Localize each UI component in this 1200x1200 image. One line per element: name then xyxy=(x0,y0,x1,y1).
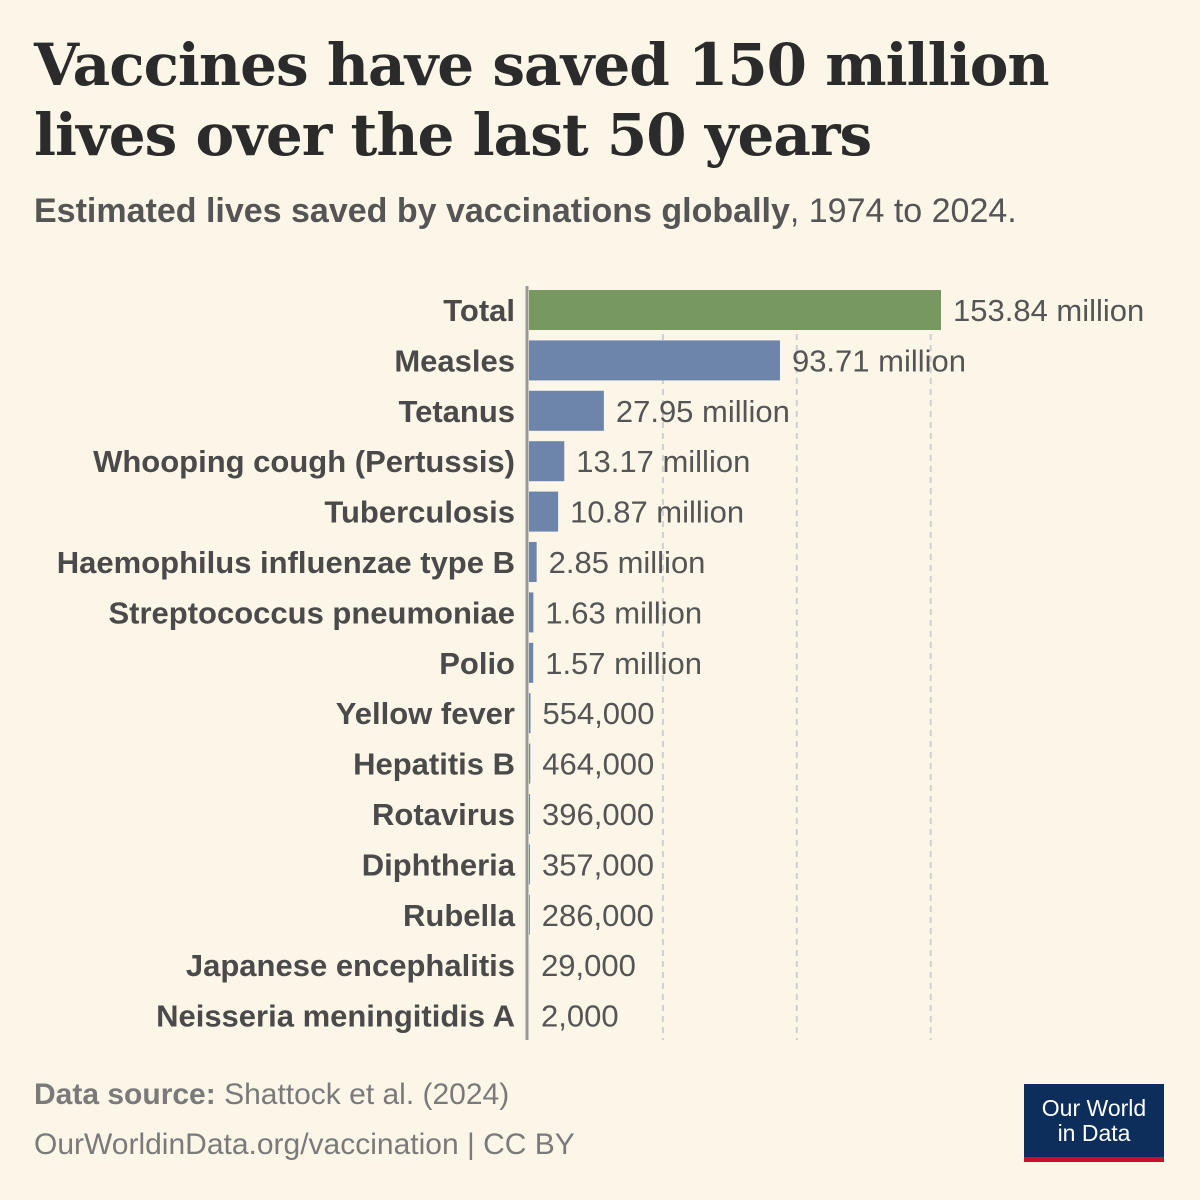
category-label-8: Yellow fever xyxy=(336,696,515,731)
logo-line-1: Our World xyxy=(1041,1094,1147,1121)
category-label-5: Haemophilus influenzae type B xyxy=(57,545,515,580)
value-label-9: 464,000 xyxy=(542,747,654,782)
bar-6[interactable] xyxy=(529,592,534,633)
category-label-7: Polio xyxy=(439,646,515,681)
data-source-label: Data source: xyxy=(34,1078,216,1111)
value-label-6: 1.63 million xyxy=(545,595,702,630)
bar-0[interactable] xyxy=(529,290,941,330)
category-label-13: Japanese encephalitis xyxy=(186,948,515,983)
value-label-7: 1.57 million xyxy=(545,646,702,681)
value-label-0: 153.84 million xyxy=(953,293,1144,328)
bar-12[interactable] xyxy=(529,894,530,935)
chart-subtitle: Estimated lives saved by vaccinations gl… xyxy=(34,192,1174,231)
category-label-3: Whooping cough (Pertussis) xyxy=(93,444,515,479)
bar-11[interactable] xyxy=(529,844,530,885)
bar-chart: Total 153.84 million Measles 93.71 million T… xyxy=(57,286,1144,1040)
category-label-4: Tuberculosis xyxy=(324,495,515,530)
value-label-5: 2.85 million xyxy=(549,545,706,580)
data-source-text: Shattock et al. (2024) xyxy=(215,1078,510,1111)
bar-3[interactable] xyxy=(529,441,565,482)
data-source: Data source: Shattock et al. (2024) xyxy=(34,1078,509,1112)
bar-8[interactable] xyxy=(529,693,531,734)
value-label-2: 27.95 million xyxy=(616,394,790,429)
bar-5[interactable] xyxy=(529,542,537,582)
category-label-2: Tetanus xyxy=(398,394,515,429)
category-label-0: Total xyxy=(443,293,515,328)
bar-1[interactable] xyxy=(529,340,780,381)
category-label-9: Hepatitis B xyxy=(353,747,515,782)
category-label-1: Measles xyxy=(394,343,515,378)
bar-2[interactable] xyxy=(529,390,604,431)
value-label-10: 396,000 xyxy=(542,797,654,832)
logo-line-2: in Data xyxy=(1057,1119,1131,1146)
footer-url-license[interactable]: OurWorldinData.org/vaccination | CC BY xyxy=(34,1128,575,1161)
bar-4[interactable] xyxy=(529,491,559,532)
category-label-12: Rubella xyxy=(403,898,516,933)
value-label-4: 10.87 million xyxy=(570,495,744,530)
bar-7[interactable] xyxy=(529,642,534,683)
bar-10[interactable] xyxy=(529,794,531,834)
value-label-13: 29,000 xyxy=(541,948,636,983)
value-label-14: 2,000 xyxy=(541,999,619,1034)
value-label-1: 93.71 million xyxy=(792,343,966,378)
category-label-10: Rotavirus xyxy=(372,797,515,832)
chart-title: Vaccines have saved 150 million lives ov… xyxy=(34,31,1050,169)
category-label-6: Streptococcus pneumoniae xyxy=(108,595,515,630)
value-label-12: 286,000 xyxy=(542,898,654,933)
bar-9[interactable] xyxy=(529,743,531,784)
owid-logo[interactable]: Our World in Data xyxy=(1024,1084,1164,1162)
category-label-14: Neisseria meningitidis A xyxy=(156,999,515,1034)
category-label-11: Diphtheria xyxy=(362,847,516,882)
subtitle-rest: , 1974 to 2024. xyxy=(789,192,1017,230)
value-label-3: 13.17 million xyxy=(576,444,750,479)
value-label-11: 357,000 xyxy=(542,847,654,882)
subtitle-strong: Estimated lives saved by vaccinations gl… xyxy=(34,192,790,230)
value-label-8: 554,000 xyxy=(542,696,654,731)
